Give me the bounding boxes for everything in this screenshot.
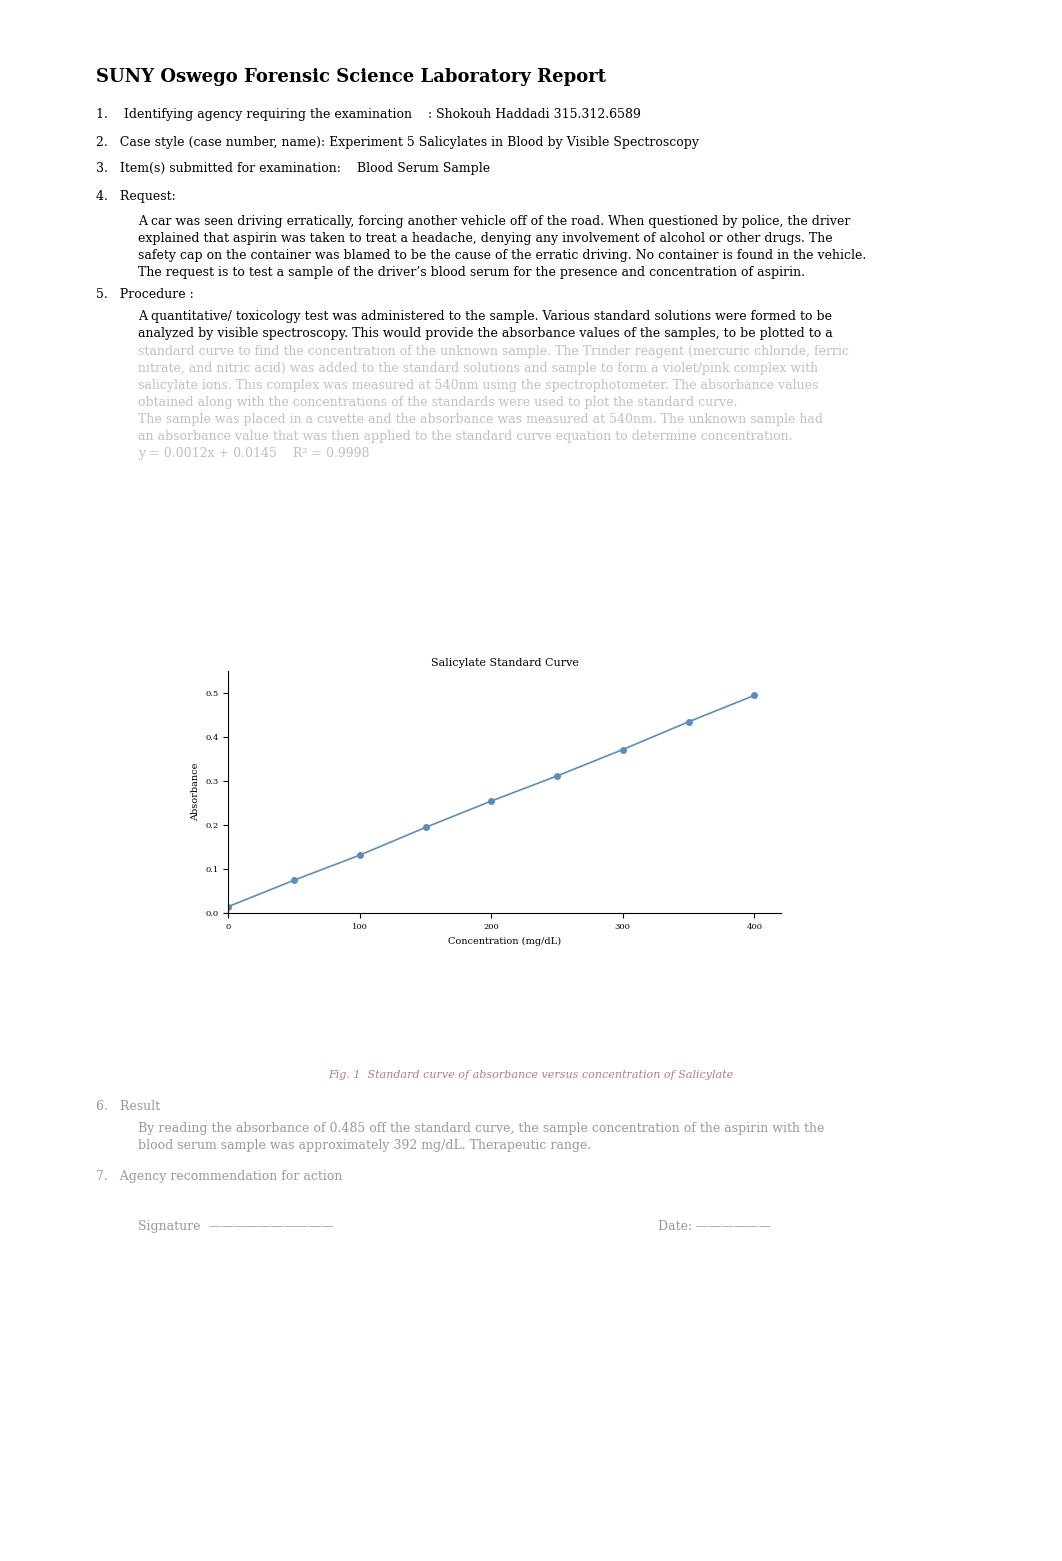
Text: The sample was placed in a cuvette and the absorbance was measured at 540nm. The: The sample was placed in a cuvette and t… bbox=[138, 414, 823, 426]
Text: A car was seen driving erratically, forcing another vehicle off of the road. Whe: A car was seen driving erratically, forc… bbox=[138, 215, 851, 228]
Text: Fig. 1  Standard curve of absorbance versus concentration of Salicylate: Fig. 1 Standard curve of absorbance vers… bbox=[328, 1069, 734, 1080]
Text: y = 0.0012x + 0.0145    R² = 0.9998: y = 0.0012x + 0.0145 R² = 0.9998 bbox=[138, 446, 370, 460]
Text: SUNY Oswego Forensic Science Laboratory Report: SUNY Oswego Forensic Science Laboratory … bbox=[96, 69, 605, 86]
Text: 3.   Item(s) submitted for examination:    Blood Serum Sample: 3. Item(s) submitted for examination: Bl… bbox=[96, 162, 490, 175]
Text: 1.    Identifying agency requiring the examination    : Shokouh Haddadi 315.312.: 1. Identifying agency requiring the exam… bbox=[96, 108, 640, 122]
Text: explained that aspirin was taken to treat a headache, denying any involvement of: explained that aspirin was taken to trea… bbox=[138, 233, 833, 245]
X-axis label: Concentration (mg/dL): Concentration (mg/dL) bbox=[448, 937, 561, 946]
Text: Date: ——————: Date: —————— bbox=[658, 1221, 772, 1233]
Text: analyzed by visible spectroscopy. This would provide the absorbance values of th: analyzed by visible spectroscopy. This w… bbox=[138, 326, 833, 340]
Text: nitrate, and nitric acid) was added to the standard solutions and sample to form: nitrate, and nitric acid) was added to t… bbox=[138, 362, 818, 375]
Text: 4.   Request:: 4. Request: bbox=[96, 190, 175, 203]
Text: The request is to test a sample of the driver’s blood serum for the presence and: The request is to test a sample of the d… bbox=[138, 265, 805, 279]
Text: obtained along with the concentrations of the standards were used to plot the st: obtained along with the concentrations o… bbox=[138, 396, 738, 409]
Text: 6.   Result: 6. Result bbox=[96, 1101, 159, 1113]
Text: salicylate ions. This complex was measured at 540nm using the spectrophotometer.: salicylate ions. This complex was measur… bbox=[138, 379, 819, 392]
Text: By reading the absorbance of 0.485 off the standard curve, the sample concentrat: By reading the absorbance of 0.485 off t… bbox=[138, 1122, 824, 1135]
Text: blood serum sample was approximately 392 mg/dL. Therapeutic range.: blood serum sample was approximately 392… bbox=[138, 1140, 592, 1152]
Text: standard curve to find the concentration of the unknown sample. The Trinder reag: standard curve to find the concentration… bbox=[138, 345, 849, 357]
Text: A quantitative/ toxicology test was administered to the sample. Various standard: A quantitative/ toxicology test was admi… bbox=[138, 311, 832, 323]
Text: 2.   Case style (case number, name): Experiment 5 Salicylates in Blood by Visibl: 2. Case style (case number, name): Exper… bbox=[96, 136, 699, 148]
Text: 5.   Procedure :: 5. Procedure : bbox=[96, 287, 193, 301]
Text: an absorbance value that was then applied to the standard curve equation to dete: an absorbance value that was then applie… bbox=[138, 429, 792, 443]
Text: Signature  ——————————: Signature —————————— bbox=[138, 1221, 333, 1233]
Title: Salicylate Standard Curve: Salicylate Standard Curve bbox=[430, 657, 579, 668]
Text: 7.   Agency recommendation for action: 7. Agency recommendation for action bbox=[96, 1171, 342, 1183]
Y-axis label: Absorbance: Absorbance bbox=[191, 763, 200, 821]
Text: safety cap on the container was blamed to be the cause of the erratic driving. N: safety cap on the container was blamed t… bbox=[138, 250, 867, 262]
